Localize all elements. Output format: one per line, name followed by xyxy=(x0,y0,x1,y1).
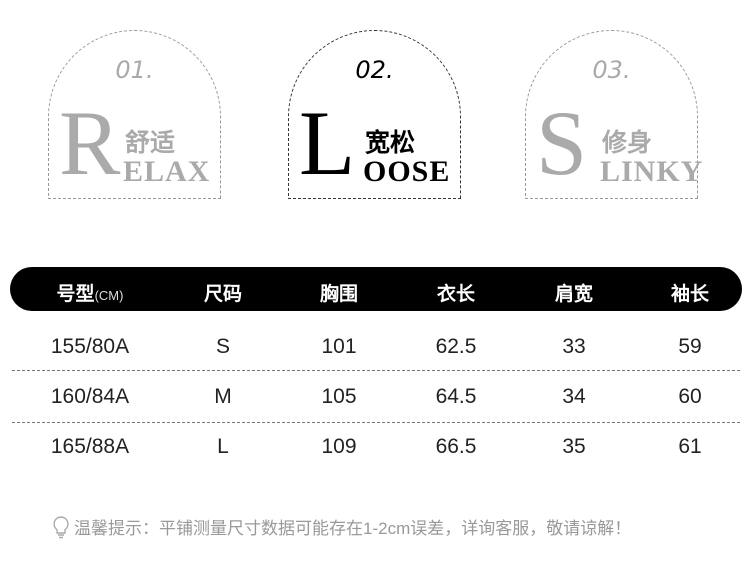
header-shoulder: 肩宽 xyxy=(554,284,593,305)
table-cell: 165/88A xyxy=(50,435,130,458)
table-row: 155/80A S 101 62.5 33 59 xyxy=(0,335,750,385)
table-row: 160/84A M 105 64.5 34 60 xyxy=(0,385,750,435)
table-cell: M xyxy=(214,385,232,408)
table-cell: 64.5 xyxy=(435,385,477,408)
style-chinese-label: 舒适 xyxy=(125,128,176,157)
table-cell: 101 xyxy=(321,335,357,358)
style-card-loose: 02. L 宽松 OOSE xyxy=(288,30,461,199)
table-cell: 66.5 xyxy=(435,435,477,458)
header-label: 号型 xyxy=(56,284,95,305)
table-header: 号型(CM) 尺码 胸围 衣长 肩宽 袖长 xyxy=(10,267,742,311)
table-cell: 33 xyxy=(562,335,586,358)
style-english-label: OOSE xyxy=(363,155,451,188)
row-divider xyxy=(12,370,740,371)
header-size: 尺码 xyxy=(203,284,242,305)
table-cell: S xyxy=(215,335,230,358)
style-initial: S xyxy=(536,92,588,194)
table-cell: 34 xyxy=(562,385,586,408)
style-english-label: ELAX xyxy=(123,155,211,188)
table-cell: 60 xyxy=(678,385,702,408)
lightbulb-icon xyxy=(53,515,69,538)
table-row: 165/88A L 109 66.5 35 61 xyxy=(0,435,750,485)
table-cell: 35 xyxy=(562,435,586,458)
style-initial: L xyxy=(299,92,356,194)
style-card-slinky: 03. S 修身 LINKY xyxy=(525,30,702,199)
header-length: 衣长 xyxy=(436,284,475,305)
row-divider xyxy=(12,422,740,423)
table-cell: 160/84A xyxy=(50,385,130,408)
tip-text: 温馨提示：平铺测量尺寸数据可能存在1-2cm误差，详询客服，敬请谅解！ xyxy=(74,519,632,538)
tip-note: 温馨提示：平铺测量尺寸数据可能存在1-2cm误差，详询客服，敬请谅解！ xyxy=(52,514,631,539)
style-number: 03. xyxy=(592,56,631,84)
table-cell: 105 xyxy=(321,385,357,408)
style-english-label: LINKY xyxy=(600,155,704,188)
table-cell: 62.5 xyxy=(435,335,477,358)
table-cell: 109 xyxy=(321,435,357,458)
table-cell: 61 xyxy=(678,435,702,458)
header-sleeve: 袖长 xyxy=(670,284,709,305)
unit-label: (CM) xyxy=(94,288,124,303)
style-chinese-label: 宽松 xyxy=(365,128,416,157)
style-card-relax: 01. R 舒适 ELAX xyxy=(48,30,221,199)
table-cell: 155/80A xyxy=(50,335,130,358)
header-chest: 胸围 xyxy=(319,284,358,305)
style-number: 01. xyxy=(115,56,154,84)
style-initial: R xyxy=(59,92,121,194)
style-chinese-label: 修身 xyxy=(602,128,653,157)
table-cell: L xyxy=(217,435,229,458)
header-size-type: 号型(CM) xyxy=(35,279,145,306)
table-cell: 59 xyxy=(678,335,702,358)
style-number: 02. xyxy=(355,56,394,84)
